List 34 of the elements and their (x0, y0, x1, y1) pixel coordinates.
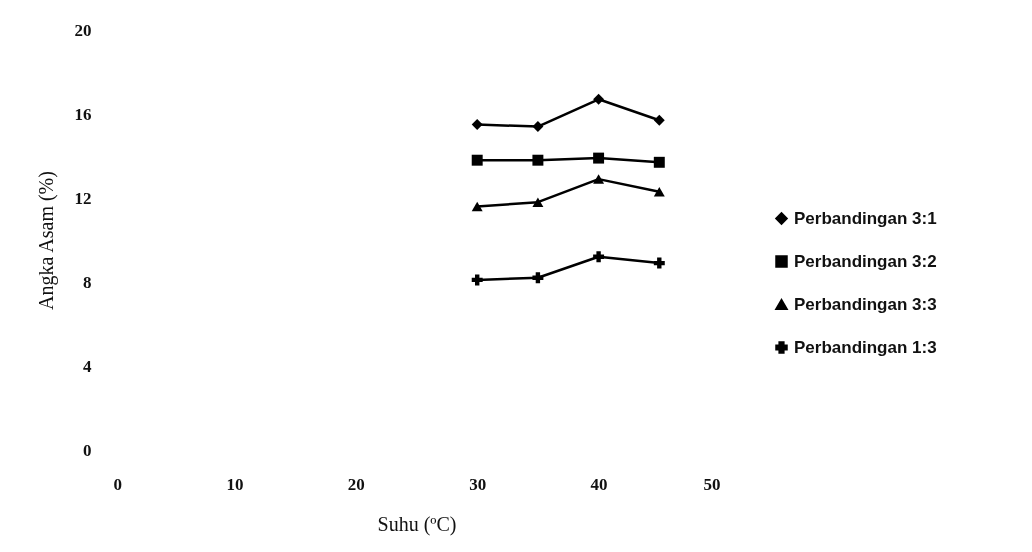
x-tick-label: 10 (226, 474, 244, 494)
point (653, 114, 665, 126)
x-tick-label: 30 (469, 474, 487, 494)
y-tick-label: 16 (74, 104, 92, 124)
x-tick-label: 0 (113, 474, 122, 494)
point (532, 272, 544, 284)
legend-label: Perbandingan 3:1 (794, 208, 937, 228)
legend-label: Perbandingan 3:2 (794, 251, 937, 271)
point (593, 174, 605, 184)
point (532, 197, 544, 207)
point (653, 257, 665, 269)
point (532, 121, 544, 133)
point (532, 154, 544, 166)
point (653, 186, 665, 197)
x-axis-title: Suhu (ºC) (377, 512, 457, 536)
y-tick-label: 4 (83, 356, 92, 376)
point (593, 93, 605, 105)
point (471, 201, 483, 212)
point (471, 154, 483, 166)
y-tick-label: 0 (83, 440, 92, 460)
y-tick-label: 8 (83, 272, 92, 292)
y-tick-label: 20 (74, 20, 92, 40)
point (593, 251, 605, 263)
legend-label: Perbandingan 1:3 (794, 337, 937, 357)
point (471, 119, 483, 130)
legend-label: Perbandingan 3:3 (794, 294, 937, 314)
y-axis-title: Angka Asam (%) (34, 171, 58, 310)
point (471, 274, 483, 286)
x-tick-label: 20 (347, 474, 365, 494)
y-tick-label: 12 (74, 188, 92, 208)
point (653, 156, 665, 168)
x-tick-label: 50 (703, 474, 721, 494)
x-tick-label: 40 (590, 474, 608, 494)
point (593, 152, 605, 164)
